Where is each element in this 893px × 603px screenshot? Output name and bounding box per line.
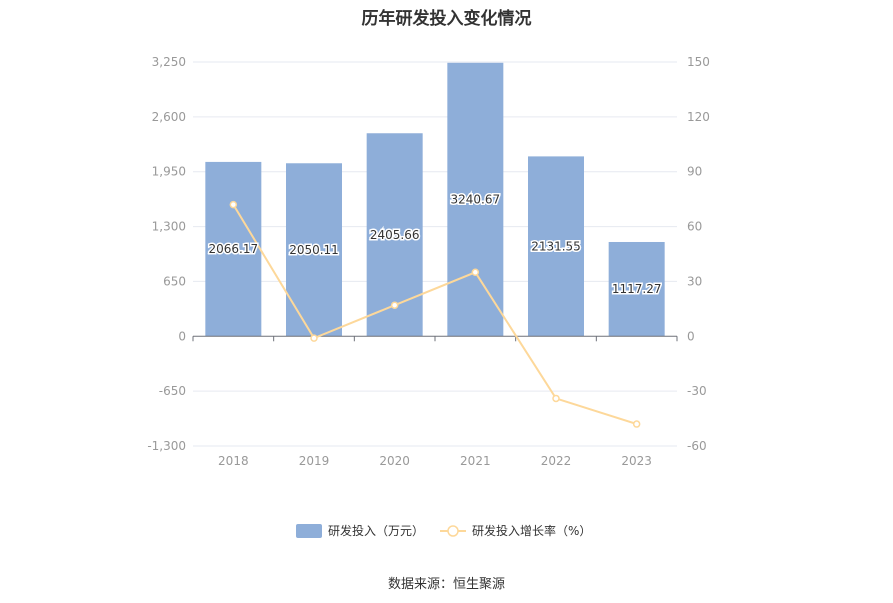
left-tick-label: 650: [163, 274, 186, 288]
bar-value-label: 2405.66: [370, 228, 420, 242]
bar: [528, 156, 584, 337]
left-tick-label: 1,950: [152, 165, 186, 179]
bar-value-label: 2131.55: [531, 239, 581, 253]
right-tick-label: -30: [687, 384, 707, 398]
left-tick-label: -650: [159, 384, 186, 398]
x-tick-label: 2020: [379, 454, 410, 468]
data-source: 数据来源：恒生聚源: [387, 577, 505, 592]
bar-value-label: 1117.27: [612, 282, 662, 296]
bar: [608, 241, 665, 337]
right-tick-label: 0: [687, 329, 695, 343]
left-tick-label: 3,250: [152, 55, 186, 69]
chart-title: 历年研发投入变化情况: [361, 9, 532, 29]
x-tick-label: 2018: [218, 454, 249, 468]
growth-point: [632, 420, 641, 428]
legend-line-marker: [447, 525, 459, 537]
right-tick-label: 30: [687, 274, 702, 288]
growth-point: [471, 268, 480, 277]
bar: [447, 62, 504, 337]
legend-bar-swatch: [296, 524, 322, 538]
growth-point: [552, 394, 560, 403]
right-tick-label: 60: [687, 220, 702, 234]
bar-value-label: 2050.11: [289, 243, 339, 257]
right-tick-label: 90: [687, 165, 702, 179]
right-tick-label: -60: [687, 439, 707, 453]
right-tick-label: 120: [687, 110, 710, 124]
left-tick-label: -1,300: [147, 439, 186, 453]
legend-line-label: 研发投入增长率（%）: [472, 523, 591, 538]
growth-line: [232, 204, 637, 426]
x-tick-label: 2023: [621, 454, 652, 468]
bar-value-label: 2066.17: [209, 242, 259, 256]
growth-point: [390, 301, 399, 309]
bar: [205, 161, 262, 337]
right-tick-label: 150: [687, 55, 710, 69]
left-tick-label: 1,300: [152, 220, 186, 234]
x-tick-label: 2019: [299, 454, 330, 468]
left-tick-label: 2,600: [152, 110, 186, 124]
growth-point: [229, 200, 238, 209]
x-tick-label: 2022: [541, 454, 572, 468]
left-tick-label: 0: [178, 329, 186, 343]
growth-point: [310, 334, 318, 342]
x-tick-label: 2021: [460, 454, 491, 468]
bar-value-label: 3240.67: [451, 193, 501, 207]
legend-bar-label: 研发投入（万元）: [328, 523, 424, 538]
